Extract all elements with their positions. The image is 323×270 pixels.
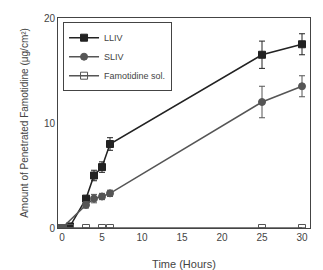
svg-text:20: 20 (216, 232, 228, 243)
svg-text:5: 5 (99, 232, 105, 243)
svg-text:SLIV: SLIV (104, 52, 124, 62)
svg-text:10: 10 (44, 118, 56, 129)
svg-text:Amount of Penetrated Famotidin: Amount of Penetrated Famotidine (μg/cm²) (19, 28, 30, 218)
svg-text:20: 20 (44, 13, 56, 24)
svg-text:LLIV: LLIV (104, 33, 123, 43)
svg-text:15: 15 (176, 232, 188, 243)
svg-text:0: 0 (59, 232, 65, 243)
svg-text:25: 25 (256, 232, 268, 243)
svg-text:0: 0 (49, 223, 55, 234)
svg-text:30: 30 (296, 232, 308, 243)
svg-text:Time (Hours): Time (Hours) (152, 258, 216, 270)
svg-text:10: 10 (136, 232, 148, 243)
svg-text:Famotidine sol.: Famotidine sol. (104, 71, 165, 81)
